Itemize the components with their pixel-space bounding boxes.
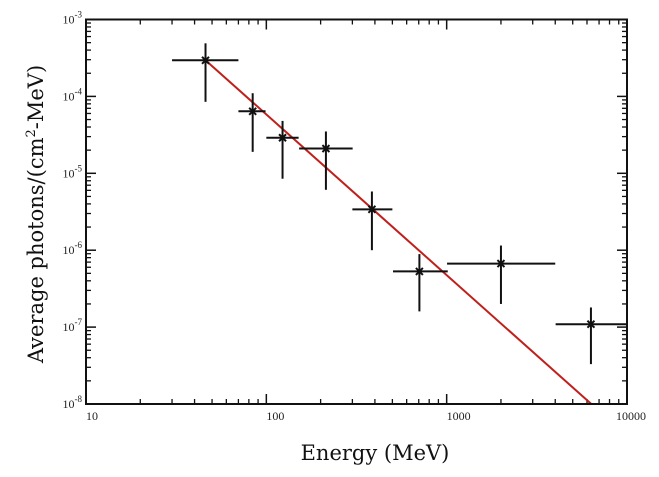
y-tick-label: 10-6 [63,240,83,257]
point-marker [278,133,287,142]
y-tick-base: 10 [63,243,75,257]
x-tick-label: 10000 [616,409,646,423]
y-tick-exponent: -3 [75,10,83,20]
y-tick-exponent: -8 [75,394,83,404]
point-marker [586,320,596,329]
y-tick-base: 10 [63,13,75,27]
data-point [238,93,266,152]
data-point [266,120,299,179]
y-tick-exponent: -7 [75,317,83,327]
fit-line [204,59,592,405]
y-axis-title-main: Average photons/(cm [24,137,48,364]
data-point [299,131,353,190]
y-tick-labels: 10-310-410-510-610-710-8 [63,10,83,412]
y-axis-title-tail: -MeV) [24,65,48,129]
y-tick-exponent: -6 [75,240,83,250]
y-axis-title: Average photons/(cm2-MeV) [24,65,48,364]
point-marker [248,107,257,116]
y-tick-label: 10-8 [63,394,83,411]
y-tick-label: 10-7 [63,317,83,334]
y-tick-base: 10 [63,397,75,411]
fit-layer [204,59,592,405]
data-point [352,191,393,251]
point-marker [201,56,210,65]
y-tick-base: 10 [63,320,75,334]
x-tick-labels: 10 100 1000 10000 [86,409,646,423]
x-axis-title: Energy (MeV) [301,441,450,465]
point-marker [367,205,377,214]
x-tick-label: 10 [86,409,98,423]
data-point [447,245,556,304]
point-marker [321,144,331,153]
plot-frame [85,18,628,405]
data-point [172,43,239,102]
y-tick-label: 10-3 [63,10,83,27]
y-tick-exponent: -4 [75,86,83,96]
point-marker [415,267,424,276]
point-marker [496,259,506,268]
y-tick-label: 10-4 [63,86,83,103]
x-tick-label: 1000 [447,409,471,423]
data-point [393,254,448,312]
minor-ticks [86,19,627,404]
points-layer [172,43,627,365]
major-ticks [85,18,628,405]
y-axis-title-sup: 2 [24,129,39,137]
y-tick-base: 10 [63,89,75,103]
y-tick-exponent: -5 [75,163,83,173]
y-tick-base: 10 [63,166,75,180]
data-point [555,307,627,365]
y-tick-label: 10-5 [63,163,83,180]
x-tick-label: 100 [266,409,284,423]
